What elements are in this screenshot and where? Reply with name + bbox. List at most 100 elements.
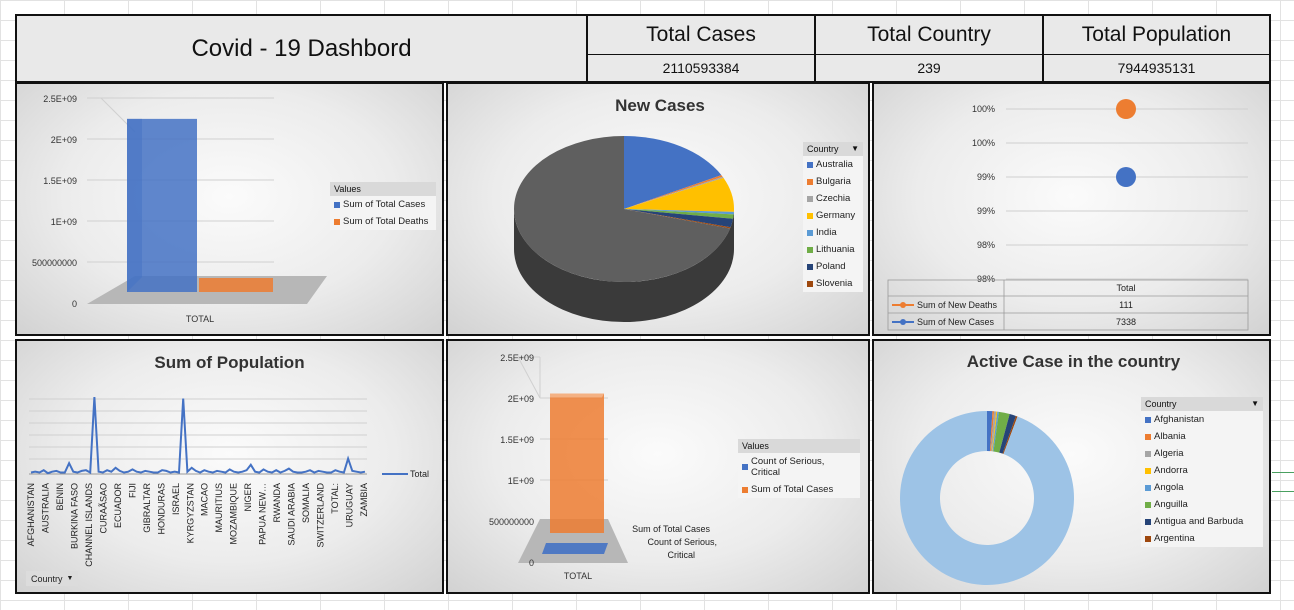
ad-slice-anguilla (993, 411, 1010, 453)
ncp-legend-item: Germany (803, 207, 863, 224)
ad-legend-item: Albania (1141, 428, 1263, 445)
ad-legend[interactable]: Country ▼ Afghanistan Albania Algeria Andorr… (1141, 397, 1263, 547)
x-tick-label: MAURITIUS (214, 483, 224, 533)
pop-legend-label: Total (410, 469, 429, 479)
population-chart[interactable]: Sum of Population AFGHANISTAN AUSTRALIA BE… (15, 339, 444, 594)
ad-legend-item: Argentina (1141, 530, 1263, 547)
x-tick-label: AUSTRALIA (40, 483, 50, 533)
ad-legend-item: Afghanistan (1141, 411, 1263, 428)
x-tick-label: HONDURAS (156, 483, 166, 535)
filter-dropdown-icon[interactable]: ▼ (851, 144, 859, 153)
ad-slice-angola (992, 411, 999, 452)
series-swatch (1145, 518, 1151, 525)
sb-x-label: TOTAL (564, 571, 592, 581)
series-swatch (742, 486, 748, 493)
serious-bar-chart[interactable]: 0 500000000 1E+09 1.5E+09 2E+09 2.5E+09 TOTAL… (446, 339, 870, 594)
filter-dropdown-icon[interactable]: ▼ (66, 575, 74, 582)
series-swatch (1145, 433, 1151, 440)
kpi-label: Total Population (1081, 23, 1232, 46)
ncp-legend-item: Bulgaria (803, 173, 863, 190)
nt-row-label: Sum of New Deaths (917, 300, 998, 310)
ad-slice-argentina (1002, 415, 1018, 454)
ncp-legend-label: Australia (816, 159, 853, 170)
kpi-value: 239 (917, 60, 941, 76)
series-swatch (807, 280, 813, 287)
ad-slice-andorra (992, 411, 998, 452)
tb-legend-item: Sum of Total Cases (330, 196, 436, 213)
ncp-slice-australia (624, 136, 722, 209)
sb-legend-title: Values (738, 439, 860, 453)
pop-title: Sum of Population (154, 353, 305, 372)
series-swatch (807, 263, 813, 270)
new-cases-pie-chart[interactable]: New Cases Country ▼ Australia Bulgaria Czec… (446, 82, 870, 336)
totals-bar-chart[interactable]: 0 500000000 1E+09 1.5E+09 2E+09 2.5E+09 TOTAL… (15, 82, 444, 336)
x-tick-label: RWANDA (272, 483, 282, 523)
ad-legend-title[interactable]: Country ▼ (1141, 397, 1263, 411)
ncp-legend-title[interactable]: Country ▼ (803, 142, 863, 156)
ad-legend-label: Angola (1154, 482, 1184, 493)
x-tick-label: CHANNEL ISLANDS (84, 483, 94, 567)
kpi-value: 7944935131 (1117, 60, 1196, 76)
ncp-legend-label: India (816, 227, 837, 238)
sb-legend-item: Count of Serious, Critical (738, 453, 860, 481)
x-tick-label: AFGHANISTAN (26, 483, 36, 546)
ad-slice-antigua-and-barbuda (999, 414, 1016, 454)
tb-legend[interactable]: Values Sum of Total Cases Sum of Total D… (330, 182, 436, 230)
ad-slice-algeria (990, 411, 997, 452)
ad-legend-label: Andorra (1154, 465, 1188, 476)
dashboard-title-tile: Covid - 19 Dashbord (15, 14, 588, 83)
new-totals-chart[interactable]: 98% 98% 99% 99% 100% 100% Total Sum of New De… (872, 82, 1271, 336)
y-tick-label: 1E+09 (51, 217, 77, 227)
tb-x-label: TOTAL (186, 314, 214, 324)
nt-point-new-cases (1116, 167, 1136, 187)
x-tick-label: KYRGYZSTAN (185, 483, 195, 543)
sb-legend-label: Count of Serious, Critical (751, 456, 825, 478)
series-swatch (1145, 535, 1151, 542)
x-tick-label: BENIN (55, 483, 65, 511)
x-tick-label: SOMALIA (301, 483, 311, 523)
ncp-legend[interactable]: Country ▼ Australia Bulgaria Czechia Germany… (803, 142, 863, 292)
kpi-label: Total Cases (646, 23, 756, 46)
sb-legend[interactable]: Values Count of Serious, Critical Sum of… (738, 439, 860, 498)
x-tick-label: ECUADOR (113, 483, 123, 529)
sb-legend-label: Sum of Total Cases (751, 484, 834, 495)
ncp-slice-germany (624, 177, 734, 212)
y-tick-label: 1E+09 (508, 476, 534, 486)
ncp-slice-lithuania (624, 209, 734, 219)
ncp-slice-poland (624, 209, 734, 228)
ncp-slice-india (624, 209, 734, 215)
y-tick-label: 2.5E+09 (500, 353, 534, 363)
pop-country-filter[interactable]: Country ▼ (26, 571, 79, 586)
y-tick-label: 2.5E+09 (43, 94, 77, 104)
kpi-value: 2110593384 (662, 60, 740, 76)
series-swatch (807, 246, 813, 253)
x-tick-label: ZAMBIA (359, 483, 369, 517)
ncp-legend-item: Slovenia (803, 275, 863, 292)
ncp-legend-label: Lithuania (816, 244, 855, 255)
ncp-pie-side (514, 209, 734, 322)
kpi-total-population: Total Population 7944935131 (1042, 14, 1271, 83)
kpi-label: Total Country (867, 23, 991, 46)
x-tick-label: NIGER (243, 483, 253, 512)
ad-title: Active Case in the country (966, 352, 1181, 371)
x-tick-label: BURKINA FASO (69, 483, 79, 549)
series-swatch (807, 212, 813, 219)
series-swatch (807, 229, 813, 236)
ad-legend-item: Angola (1141, 479, 1263, 496)
active-donut-chart[interactable]: Active Case in the country Country ▼ Afgh… (872, 339, 1271, 594)
y-tick-label: 100% (972, 138, 995, 148)
y-tick-label: 99% (977, 172, 995, 182)
sheet-connector-line (1272, 491, 1294, 492)
ncp-title: New Cases (615, 96, 705, 115)
y-tick-label: 98% (977, 274, 995, 284)
ncp-slice-czechia (624, 176, 724, 209)
series-swatch (807, 195, 813, 202)
x-tick-label: FIJI (127, 483, 137, 498)
nt-row-value: 7338 (1116, 317, 1136, 327)
y-tick-label: 2E+09 (51, 135, 77, 145)
series-swatch (807, 178, 813, 185)
ncp-svg (514, 136, 734, 322)
filter-dropdown-icon[interactable]: ▼ (1251, 399, 1259, 408)
y-tick-label: 1.5E+09 (43, 176, 77, 186)
ad-legend-title-text: Country (1145, 399, 1177, 409)
